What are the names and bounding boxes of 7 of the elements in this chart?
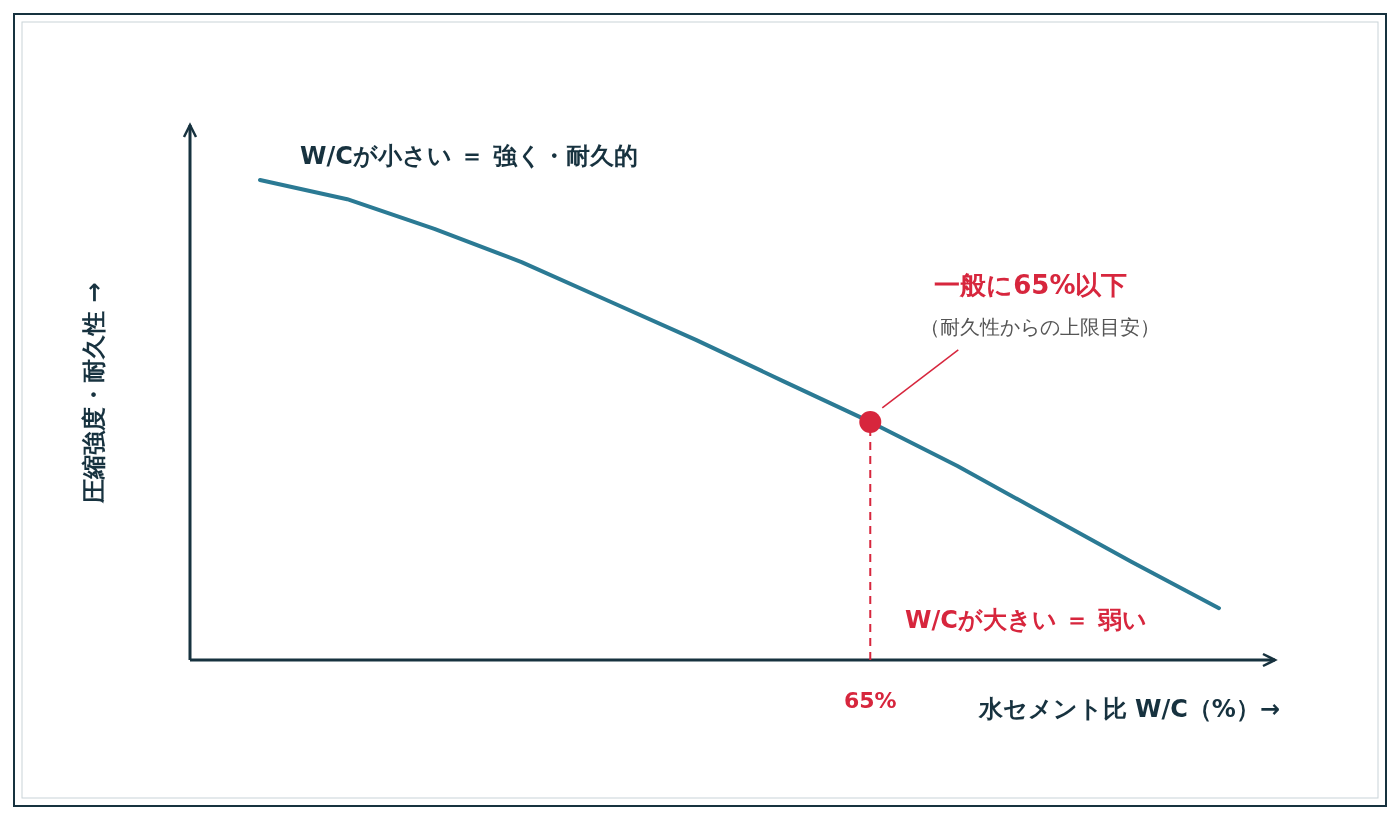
text: 65% xyxy=(843,688,897,713)
annotation: （耐久性からの上限目安） xyxy=(920,314,1161,339)
text: W/Cが小さい ＝ 強く・耐久的 xyxy=(300,142,638,170)
y-axis-title: 圧縮強度・耐久性 → xyxy=(80,282,108,504)
annotation: W/Cが大きい ＝ 弱い xyxy=(905,606,1147,634)
x-axis-title: 水セメント比 W/C（%）→ xyxy=(977,695,1280,723)
annotation: 一般に65%以下 xyxy=(934,269,1128,300)
